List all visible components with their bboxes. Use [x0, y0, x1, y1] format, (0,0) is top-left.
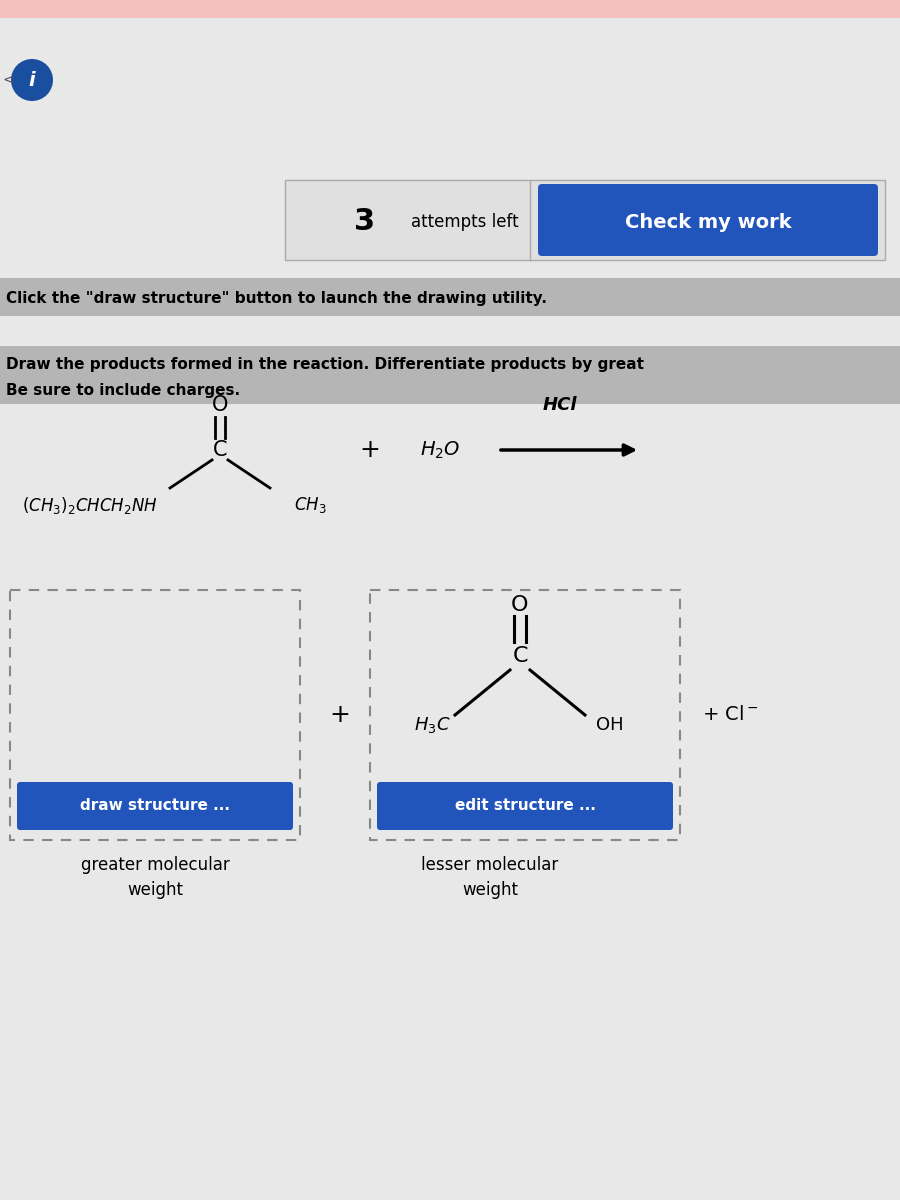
Bar [285, 180, 885, 260]
Text: + Cl$^-$: + Cl$^-$ [702, 706, 758, 725]
Text: edit structure ...: edit structure ... [454, 798, 596, 814]
Text: +: + [360, 438, 381, 462]
Text: $CH_3$: $CH_3$ [293, 494, 327, 515]
Text: +: + [329, 703, 350, 727]
Text: Check my work: Check my work [625, 212, 791, 232]
Text: weight: weight [127, 881, 183, 899]
Bar [0, 346, 900, 404]
Text: $H_2O$: $H_2O$ [419, 439, 460, 461]
Bar [0, 0, 900, 18]
Text: <: < [2, 73, 14, 86]
Bar [0, 278, 900, 316]
Text: C: C [512, 646, 527, 666]
Text: greater molecular: greater molecular [81, 856, 230, 874]
FancyBboxPatch shape [538, 184, 878, 256]
Ellipse shape [11, 59, 53, 101]
Text: draw structure ...: draw structure ... [80, 798, 230, 814]
Text: weight: weight [462, 881, 518, 899]
Text: $(CH_3)_2CHCH_2NH$: $(CH_3)_2CHCH_2NH$ [22, 494, 158, 516]
Text: HCl: HCl [543, 396, 577, 414]
Text: O: O [511, 595, 529, 614]
Text: Draw the products formed in the reaction. Differentiate products by great: Draw the products formed in the reaction… [6, 358, 644, 372]
Bar [370, 590, 680, 840]
Text: 3: 3 [355, 208, 375, 236]
Text: Be sure to include charges.: Be sure to include charges. [6, 383, 240, 397]
Text: O: O [212, 395, 229, 415]
Text: OH: OH [596, 716, 624, 734]
Text: lesser molecular: lesser molecular [421, 856, 559, 874]
Bar [0, 316, 900, 346]
Text: C: C [212, 440, 227, 460]
FancyBboxPatch shape [377, 782, 673, 830]
Text: Click the "draw structure" button to launch the drawing utility.: Click the "draw structure" button to lau… [6, 290, 547, 306]
Text: i: i [29, 71, 35, 90]
Bar [10, 590, 300, 840]
FancyBboxPatch shape [17, 782, 293, 830]
Text: attempts left: attempts left [411, 214, 518, 230]
Text: $H_3C$: $H_3C$ [414, 715, 450, 734]
